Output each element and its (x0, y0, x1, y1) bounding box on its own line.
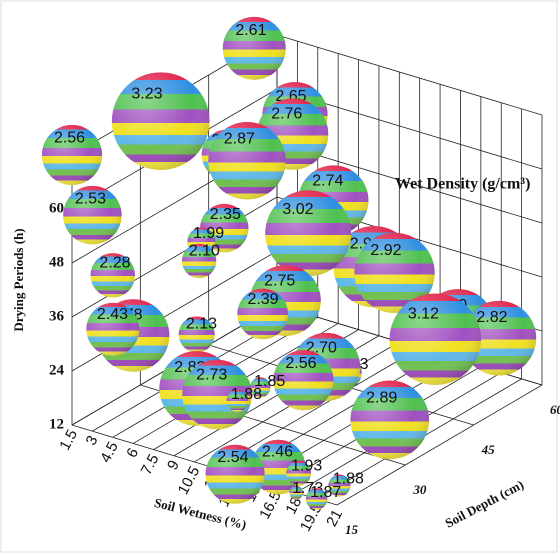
bubble-shade (205, 444, 265, 504)
value-label: 1.88 (333, 471, 364, 488)
x-tick-label: 6 (123, 445, 142, 460)
bubble-shade (63, 185, 122, 245)
value-label: 3.02 (282, 201, 313, 218)
x-tick-label: 21 (323, 507, 346, 530)
y-tick-label: 24 (49, 362, 65, 378)
bubble-shade (222, 16, 286, 80)
bubble-shade (178, 316, 215, 353)
bubble-shade (273, 350, 334, 411)
value-label: 2.56 (54, 130, 85, 147)
value-label: 2.54 (217, 449, 248, 466)
value-label: 1.87 (310, 484, 341, 501)
bubble-shade (354, 232, 435, 314)
x-tick-label: 9 (164, 458, 183, 473)
z-tick-label: 15 (345, 522, 359, 537)
bubble-shade (208, 122, 286, 200)
bubble-shade (182, 359, 252, 430)
bubble-shade (250, 377, 271, 398)
bubble-shade (461, 300, 537, 376)
bubble-shade (181, 243, 217, 279)
bubble-shade (41, 124, 103, 186)
x-tick-label: 4.5 (97, 439, 122, 465)
bubble-shade (90, 253, 136, 298)
bubble-shade (86, 302, 140, 356)
value-label: 2.10 (189, 243, 220, 260)
value-label: 2.87 (224, 131, 255, 148)
value-label: 2.13 (186, 316, 217, 333)
value-label: 2.53 (75, 190, 106, 207)
value-label: 2.28 (99, 254, 130, 271)
value-label: 3.23 (131, 86, 162, 103)
value-label: 2.56 (285, 355, 316, 372)
bubble-shade (289, 485, 304, 500)
bubble-shade (350, 380, 430, 460)
y-axis-title: Drying Periods (h) (11, 228, 26, 331)
value-label: 2.89 (366, 389, 397, 406)
value-label: 1.99 (193, 225, 224, 242)
value-label: 2.43 (97, 306, 128, 323)
bubble-shade (286, 460, 312, 486)
value-label: 2.46 (262, 443, 293, 460)
value-label: 2.35 (210, 206, 241, 223)
bubble-shade (305, 488, 328, 510)
x-tick-label: 7.5 (138, 451, 163, 477)
value-label: 2.39 (247, 291, 278, 308)
z-tick-label: 30 (412, 482, 427, 497)
bubble-shade (389, 293, 482, 385)
z-tick-label: 45 (481, 442, 496, 457)
value-label: 3.12 (408, 305, 439, 322)
bubble-shade (328, 474, 351, 497)
value-label: 2.82 (476, 309, 507, 326)
bubble-shade (111, 72, 210, 170)
value-label: 1.88 (231, 386, 262, 403)
value-label: 2.76 (271, 106, 302, 123)
grid-line (276, 34, 543, 116)
y-tick-label: 60 (49, 200, 64, 216)
z-tick-label: 60 (550, 402, 560, 417)
value-label: 2.92 (370, 242, 401, 259)
value-label: 1.85 (254, 373, 285, 390)
z-axis-title: Soil Depth (cm) (443, 477, 527, 531)
value-label: 1.93 (291, 458, 322, 475)
bubble-shade (265, 190, 352, 277)
value-label: 2.73 (196, 367, 227, 384)
bubbles: 2.612.652.802.822.762.742.942.923.122.38… (41, 16, 537, 510)
x-tick-label: 18 (282, 494, 305, 517)
x-tick-label: 3 (82, 433, 101, 448)
bubble-shade (237, 288, 288, 340)
grid-line (276, 142, 543, 224)
value-label: 2.61 (235, 22, 266, 39)
value-label: 2.74 (312, 172, 343, 189)
annotation: Wet Density (g/cm³) (395, 176, 530, 193)
grid-line (336, 384, 543, 506)
bubble-shade (226, 389, 249, 412)
y-tick-label: 12 (49, 416, 64, 432)
y-tick-label: 48 (49, 254, 64, 270)
value-label: 2.75 (264, 272, 295, 289)
y-tick-label: 36 (49, 308, 65, 324)
grid-line (214, 347, 420, 469)
